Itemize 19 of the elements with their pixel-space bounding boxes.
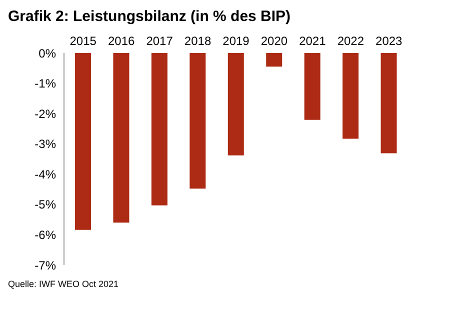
- x-tick-label: 2023: [376, 34, 403, 48]
- y-tick-label: -1%: [34, 76, 56, 91]
- x-tick-label: 2018: [184, 34, 212, 48]
- x-tick-label: 2020: [260, 34, 288, 48]
- x-tick-label: 2019: [222, 34, 250, 48]
- y-tick-label: -6%: [34, 228, 56, 242]
- y-tick-label: -5%: [34, 198, 56, 212]
- x-tick-label: 2022: [337, 34, 364, 48]
- x-tick-label: 2021: [299, 34, 326, 48]
- y-tick-label: -7%: [34, 258, 56, 272]
- y-tick-label: -2%: [34, 106, 56, 121]
- y-tick-label: 0%: [38, 46, 56, 60]
- chart-title: Grafik 2: Leistungsbilanz (in % des BIP): [8, 8, 292, 25]
- y-tick-label: -3%: [34, 137, 56, 152]
- y-tick-label: -4%: [34, 167, 56, 182]
- x-tick-label: 2016: [108, 34, 136, 48]
- x-tick-label: 2017: [146, 34, 174, 48]
- source-note: Quelle: IWF WEO Oct 2021: [8, 279, 120, 289]
- x-tick-label: 2015: [70, 34, 97, 48]
